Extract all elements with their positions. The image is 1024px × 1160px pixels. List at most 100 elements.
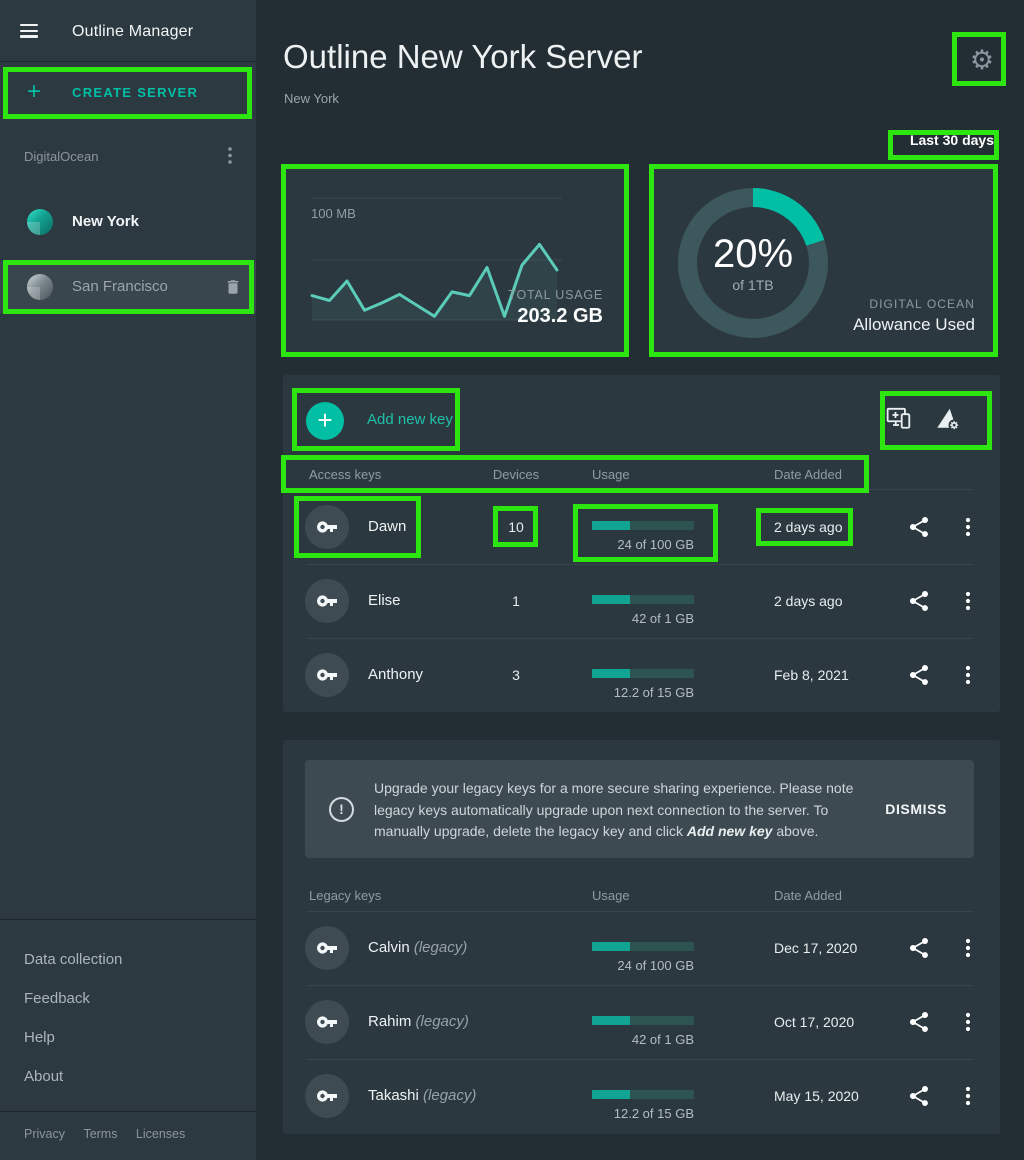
col-header-devices: Devices bbox=[492, 467, 540, 482]
usage-text: 42 of 1 GB bbox=[631, 1032, 694, 1047]
date-added: 2 days ago bbox=[774, 593, 843, 609]
y-axis-label: 100 MB bbox=[311, 206, 356, 221]
key-name: Elise bbox=[368, 592, 401, 609]
row-divider bbox=[307, 638, 973, 639]
usage-bar bbox=[592, 942, 694, 951]
key-avatar bbox=[305, 1000, 349, 1044]
sidebar: Outline Manager + CREATE SERVER DigitalO… bbox=[0, 0, 256, 1160]
key-avatar bbox=[305, 579, 349, 623]
add-key-plus-button[interactable]: + bbox=[306, 402, 344, 440]
date-added: Oct 17, 2020 bbox=[774, 1014, 855, 1030]
col-header-usage: Usage bbox=[592, 467, 630, 482]
key-name: Dawn bbox=[368, 518, 407, 535]
access-key-row-dawn: Dawn 10 24 of 100 GB 2 days ago bbox=[283, 490, 1000, 564]
key-menu-kebab-icon[interactable] bbox=[958, 515, 978, 539]
sidebar-divider bbox=[0, 1111, 256, 1112]
date-added: Feb 8, 2021 bbox=[774, 667, 849, 683]
allowance-of-label: of 1TB bbox=[732, 277, 774, 293]
donut-center-labels: 20% of 1TB bbox=[678, 188, 828, 338]
key-settings-icon[interactable] bbox=[933, 405, 963, 435]
group-kebab-icon[interactable] bbox=[222, 145, 238, 167]
server-settings-gear-icon[interactable]: ⚙ bbox=[969, 45, 995, 75]
main-content: Outline New York Server New York ⚙ Last … bbox=[256, 0, 1024, 1160]
app-title: Outline Manager bbox=[72, 23, 194, 40]
sidebar-link-help[interactable]: Help bbox=[24, 1029, 55, 1046]
create-server-button[interactable]: + CREATE SERVER bbox=[0, 68, 256, 118]
key-name: Calvin (legacy) bbox=[368, 939, 468, 956]
total-usage-value: 203.2 GB bbox=[517, 305, 603, 327]
key-avatar bbox=[305, 926, 349, 970]
plus-icon: + bbox=[27, 78, 42, 105]
row-divider bbox=[307, 564, 973, 565]
col-header-date-added: Date Added bbox=[774, 888, 842, 903]
page-subtitle: New York bbox=[284, 91, 339, 106]
key-avatar bbox=[305, 653, 349, 697]
key-name: Anthony bbox=[368, 666, 424, 683]
menu-icon[interactable] bbox=[20, 24, 38, 38]
sidebar-item-new-york[interactable]: New York bbox=[0, 196, 256, 248]
key-menu-kebab-icon[interactable] bbox=[958, 936, 978, 960]
period-label: Last 30 days bbox=[909, 132, 994, 148]
col-header-date-added: Date Added bbox=[774, 467, 842, 482]
privacy-link[interactable]: Privacy bbox=[24, 1127, 65, 1141]
sidebar-link-data-collection[interactable]: Data collection bbox=[24, 951, 123, 968]
access-key-row-anthony: Anthony 3 12.2 of 15 GB Feb 8, 2021 bbox=[283, 638, 1000, 712]
usage-bar bbox=[592, 669, 694, 678]
key-devices: 1 bbox=[512, 593, 520, 609]
access-keys-card: + Add new key bbox=[283, 375, 1000, 712]
sidebar-link-feedback[interactable]: Feedback bbox=[24, 990, 90, 1007]
sidebar-link-about[interactable]: About bbox=[24, 1068, 64, 1085]
create-server-label: CREATE SERVER bbox=[72, 85, 199, 100]
allowance-card: 20% of 1TB DIGITAL OCEAN Allowance Used bbox=[651, 166, 996, 356]
server-name: New York bbox=[72, 213, 139, 230]
server-name: San Francisco bbox=[72, 278, 168, 295]
sidebar-item-san-francisco[interactable]: San Francisco bbox=[0, 261, 256, 313]
allowance-percent: 20% bbox=[712, 232, 794, 276]
legacy-key-row-rahim: Rahim (legacy) 42 of 1 GB Oct 17, 2020 bbox=[283, 985, 1000, 1059]
legacy-key-row-takashi: Takashi (legacy) 12.2 of 15 GB May 15, 2… bbox=[283, 1059, 1000, 1133]
date-added: Dec 17, 2020 bbox=[774, 940, 858, 956]
key-devices: 3 bbox=[512, 667, 520, 683]
usage-chart-card: 100 MB TOTAL USAGE 203.2 GB bbox=[283, 166, 627, 356]
licenses-link[interactable]: Licenses bbox=[135, 1127, 186, 1141]
sidebar-divider bbox=[0, 919, 256, 920]
share-icon[interactable] bbox=[907, 1010, 931, 1034]
legacy-keys-card: ! Upgrade your legacy keys for a more se… bbox=[283, 740, 1000, 1134]
allowance-label: Allowance Used bbox=[853, 315, 975, 334]
add-new-key-label[interactable]: Add new key bbox=[367, 411, 453, 428]
share-icon[interactable] bbox=[907, 936, 931, 960]
share-icon[interactable] bbox=[907, 515, 931, 539]
usage-text: 12.2 of 15 GB bbox=[613, 1106, 694, 1121]
add-device-icon[interactable] bbox=[885, 405, 915, 435]
date-added: May 15, 2020 bbox=[774, 1088, 859, 1104]
share-icon[interactable] bbox=[907, 589, 931, 613]
row-divider bbox=[307, 1059, 973, 1060]
server-icon-san-francisco bbox=[27, 274, 53, 300]
key-menu-kebab-icon[interactable] bbox=[958, 1010, 978, 1034]
terms-link[interactable]: Terms bbox=[83, 1127, 118, 1141]
trash-icon[interactable] bbox=[224, 278, 242, 296]
sidebar-header: Outline Manager bbox=[0, 0, 256, 62]
key-menu-kebab-icon[interactable] bbox=[958, 663, 978, 687]
usage-line-chart bbox=[310, 197, 562, 321]
share-icon[interactable] bbox=[907, 663, 931, 687]
key-avatar bbox=[305, 505, 349, 549]
key-menu-kebab-icon[interactable] bbox=[958, 1084, 978, 1108]
usage-bar bbox=[592, 1090, 694, 1099]
col-header-legacy-keys: Legacy keys bbox=[309, 888, 382, 903]
allowance-caption: DIGITAL OCEAN Allowance Used bbox=[853, 297, 975, 335]
usage-text: 24 of 100 GB bbox=[617, 537, 694, 552]
key-menu-kebab-icon[interactable] bbox=[958, 589, 978, 613]
legacy-upgrade-notice: ! Upgrade your legacy keys for a more se… bbox=[305, 760, 974, 858]
date-added: 2 days ago bbox=[774, 519, 843, 535]
row-divider bbox=[307, 985, 973, 986]
provider-label: DIGITAL OCEAN bbox=[869, 297, 975, 311]
usage-bar bbox=[592, 521, 694, 530]
key-name: Takashi (legacy) bbox=[368, 1087, 477, 1104]
share-icon[interactable] bbox=[907, 1084, 931, 1108]
info-alert-icon: ! bbox=[329, 797, 354, 822]
legacy-key-row-calvin: Calvin (legacy) 24 of 100 GB Dec 17, 202… bbox=[283, 911, 1000, 985]
usage-bar bbox=[592, 595, 694, 604]
dismiss-button[interactable]: DISMISS bbox=[885, 801, 947, 817]
